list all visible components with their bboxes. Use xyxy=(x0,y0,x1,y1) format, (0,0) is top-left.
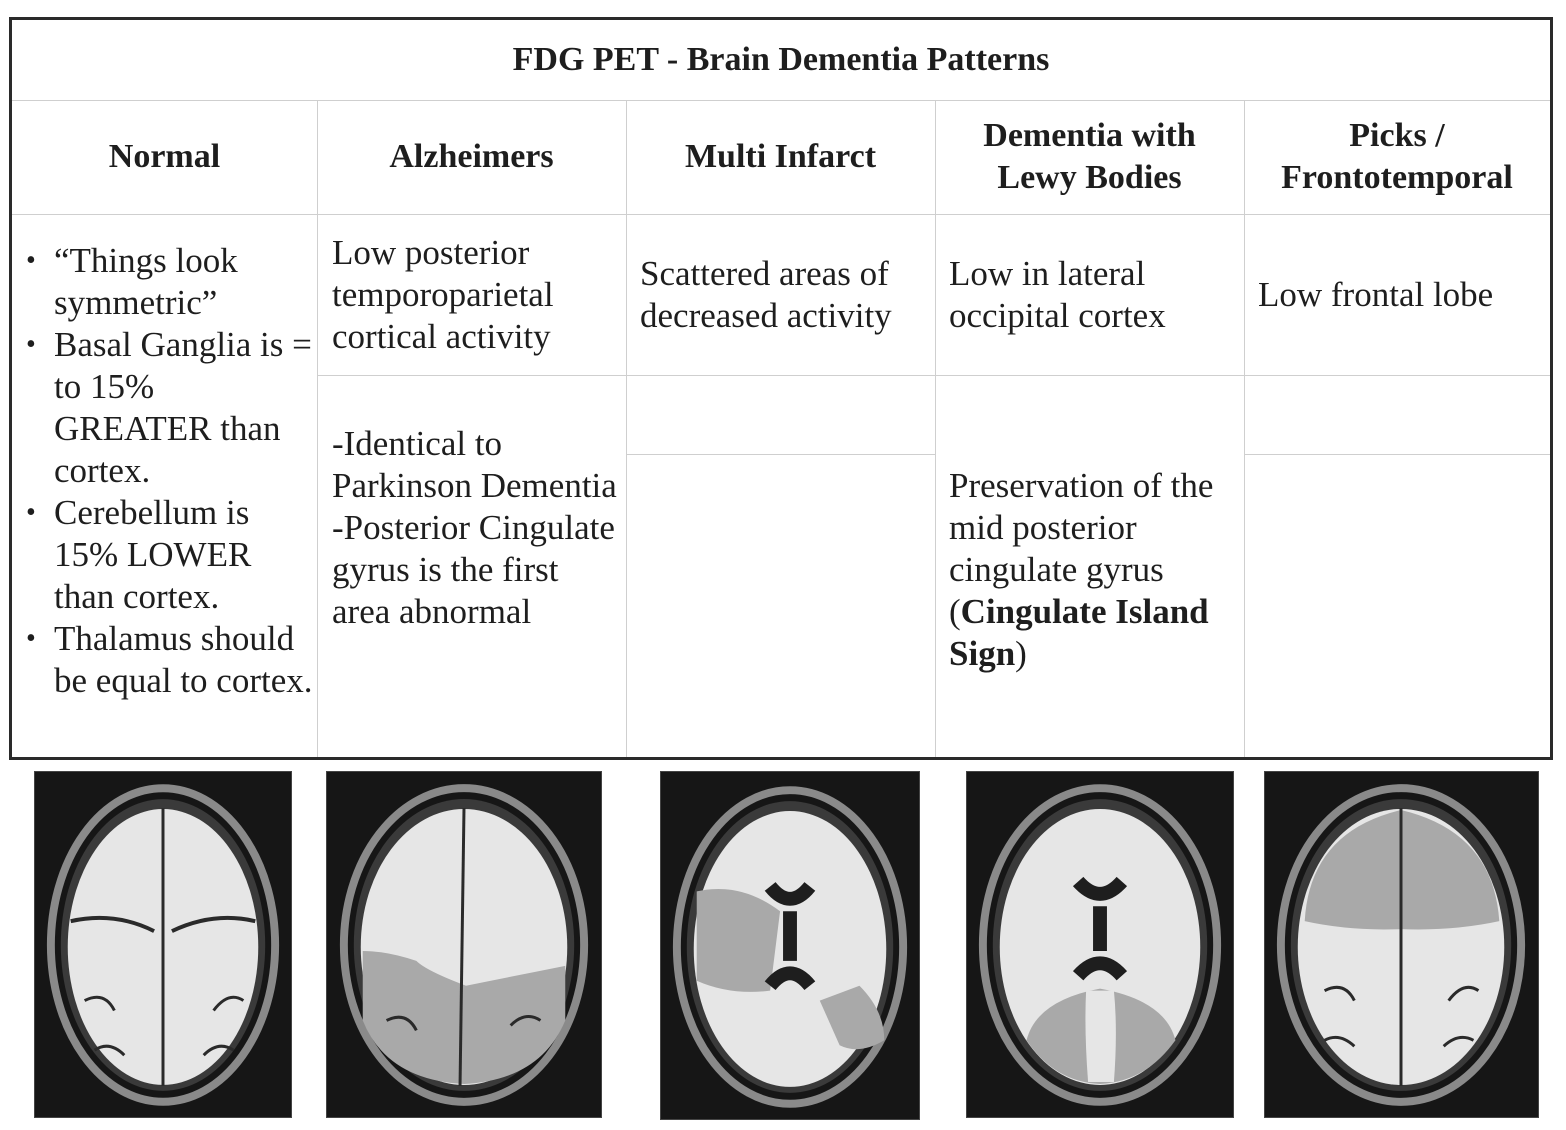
header-picks-frontotemporal: Picks / Frontotemporal xyxy=(1281,117,1513,196)
multi-infarct-primary: Scattered areas of decreased activity xyxy=(640,253,892,335)
brain-image-lewy-bodies xyxy=(978,784,1222,1106)
pet-scan-picks xyxy=(1264,771,1539,1118)
normal-bullet: Cerebellum is 15% LOWER than cortex. xyxy=(18,492,314,618)
brain-image-picks xyxy=(1276,784,1526,1106)
brain-image-alzheimers xyxy=(339,784,589,1106)
column-divider xyxy=(1244,100,1245,757)
header-alzheimers: Alzheimers xyxy=(389,138,554,175)
brain-image-normal xyxy=(46,784,280,1106)
column-divider xyxy=(626,100,627,757)
lewy-bodies-primary: Low in lateral occipital cortex xyxy=(949,253,1166,335)
header-multi-infarct: Multi Infarct xyxy=(684,138,877,175)
header-row-divider xyxy=(12,214,1550,215)
pet-scan-lewy-bodies xyxy=(966,771,1234,1118)
row-divider xyxy=(626,454,935,455)
column-divider xyxy=(317,100,318,757)
normal-bullet: Basal Ganglia is = to 15% GREATER than c… xyxy=(18,324,314,492)
picks-primary: Low frontal lobe xyxy=(1258,274,1494,314)
cingulate-island-sign: Cingulate Island Sign xyxy=(949,592,1209,673)
normal-bullet: “Things look symmetric” xyxy=(18,240,314,324)
table-title: FDG PET - Brain Dementia Patterns xyxy=(12,20,1550,101)
column-divider xyxy=(935,100,936,757)
lewy-bodies-secondary: Preservation of the mid posterior cingul… xyxy=(949,466,1214,673)
dementia-patterns-table: FDG PET - Brain Dementia Patterns Normal… xyxy=(9,17,1553,760)
alzheimers-secondary: -Identical to Parkinson Dementia -Poster… xyxy=(332,424,617,631)
alzheimers-primary: Low posterior temporoparietal cortical a… xyxy=(332,233,554,356)
row-divider xyxy=(317,375,1550,376)
pet-scan-normal xyxy=(34,771,292,1118)
row-divider xyxy=(1244,454,1550,455)
normal-bullet: Thalamus should be equal to cortex. xyxy=(18,618,314,702)
header-normal: Normal xyxy=(108,138,221,175)
header-lewy-bodies: Dementia with Lewy Bodies xyxy=(983,117,1196,196)
pet-scan-multi-infarct xyxy=(660,771,920,1120)
brain-image-multi-infarct xyxy=(672,786,908,1108)
normal-description: “Things look symmetric” Basal Ganglia is… xyxy=(18,240,314,702)
pet-scan-alzheimers xyxy=(326,771,602,1118)
